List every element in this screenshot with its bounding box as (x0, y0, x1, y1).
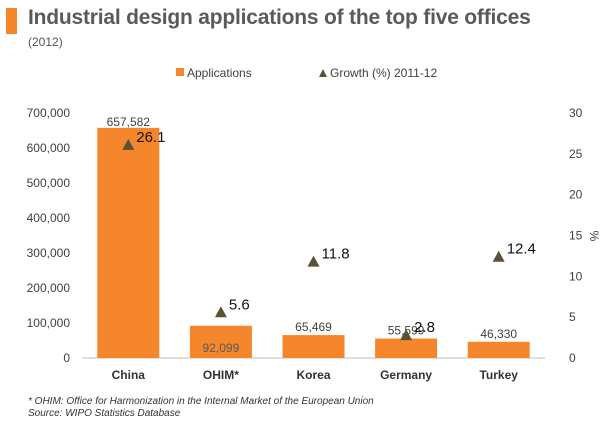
y-right-tick-label: 10 (569, 269, 583, 283)
bar-applications (97, 127, 160, 358)
bar-applications (467, 341, 530, 358)
y-right-tick-label: 30 (569, 106, 583, 120)
bar-applications (282, 335, 345, 358)
y-left-tick-label: 200,000 (27, 281, 71, 295)
footnotes: * OHIM: Office for Harmonization in the … (28, 396, 374, 420)
y-left-tick-label: 400,000 (27, 211, 71, 225)
y-left-tick-label: 0 (63, 351, 70, 365)
chart-title: Industrial design applications of the to… (28, 6, 531, 29)
growth-value-label: 11.8 (322, 246, 350, 263)
y-right-axis-label: % (587, 231, 600, 242)
y-right-tick-label: 15 (569, 229, 583, 243)
growth-marker (400, 329, 413, 341)
bar-value-label: 657,582 (107, 115, 151, 129)
y-right-tick-label: 0 (569, 351, 576, 365)
bar-value-label: 65,469 (295, 320, 332, 334)
legend-label-applications: Applications (187, 66, 252, 80)
growth-marker (122, 138, 135, 150)
legend-label-growth: Growth (%) 2011-12 (330, 66, 437, 80)
bar-applications (189, 325, 252, 358)
footnote-ohim: * OHIM: Office for Harmonization in the … (28, 396, 374, 407)
y-right-tick-label: 5 (569, 310, 576, 324)
growth-marker (214, 306, 227, 318)
growth-marker (307, 255, 320, 267)
y-left-tick-label: 600,000 (27, 141, 71, 155)
bar-applications (375, 338, 438, 358)
x-tick-label: Korea (296, 368, 330, 382)
x-tick-label: OHIM* (203, 368, 239, 382)
y-right-tick-label: 25 (569, 147, 583, 161)
bar-value-label: 46,330 (480, 327, 517, 341)
y-left-tick-label: 500,000 (27, 176, 71, 190)
y-left-tick-label: 700,000 (27, 106, 71, 120)
x-tick-label: China (112, 368, 146, 382)
legend-marker-growth (319, 69, 327, 77)
growth-value-label: 12.4 (507, 241, 536, 258)
source-note: Source: WIPO Statistics Database (28, 408, 181, 419)
chart-subtitle: (2012) (28, 35, 63, 49)
x-tick-label: Germany (380, 368, 432, 382)
growth-value-label: 5.6 (229, 296, 250, 313)
y-left-tick-label: 300,000 (27, 246, 71, 260)
x-tick-label: Turkey (479, 368, 518, 382)
growth-marker (492, 250, 505, 262)
legend-swatch-applications (176, 68, 184, 76)
title-accent-bar (6, 8, 17, 34)
bar-value-label: 92,099 (203, 341, 240, 355)
y-left-tick-label: 100,000 (27, 316, 71, 330)
growth-value-label: 26.1 (136, 129, 165, 146)
growth-value-label: 2.8 (414, 319, 435, 336)
y-right-tick-label: 20 (569, 188, 583, 202)
